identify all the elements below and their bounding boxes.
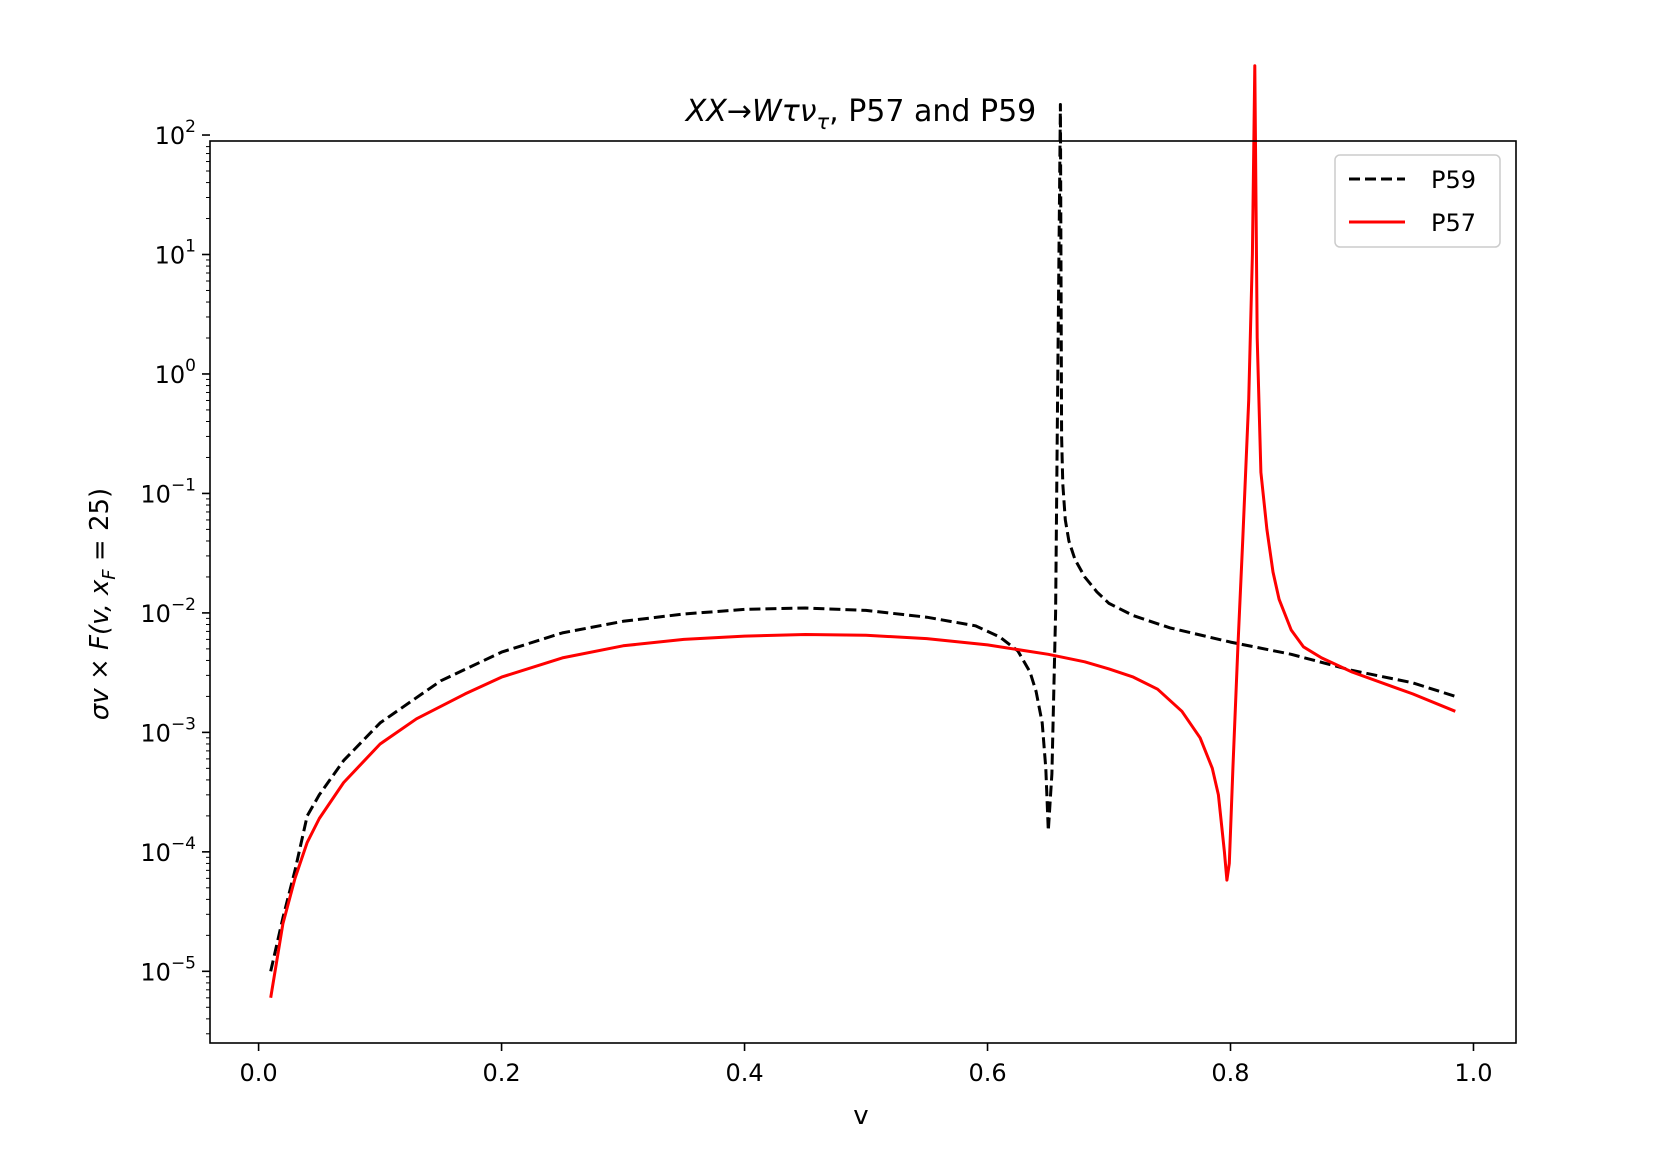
legend-label: P57: [1431, 209, 1476, 237]
series-line-p59: [269, 103, 1456, 972]
axes-frame: [209, 140, 1517, 1044]
series-line-p57: [269, 64, 1456, 999]
legend: P59 P57: [1334, 154, 1501, 248]
x-tick-label: 0.6: [968, 1059, 1006, 1087]
y-tick-label: 101: [155, 236, 196, 269]
chart-title: XX→Wτντ, P57 and P59: [684, 94, 1037, 134]
x-tick-label: 1.0: [1454, 1059, 1492, 1087]
x-tick-label: 0.8: [1211, 1059, 1249, 1087]
legend-label: P59: [1431, 166, 1476, 194]
y-tick-label: 10−1: [140, 475, 196, 508]
y-tick-label: 100: [155, 356, 196, 389]
legend-frame: [1334, 154, 1501, 248]
x-tick-label: 0.2: [482, 1059, 520, 1087]
y-axis-label: σv × F(v, xF = 25): [85, 488, 120, 720]
y-tick-label: 10−2: [140, 595, 196, 628]
y-tick-label: 10−4: [140, 834, 196, 867]
y-tick-label: 102: [155, 117, 196, 150]
x-tick-label: 0.0: [240, 1059, 278, 1087]
x-tick-label: 0.4: [725, 1059, 763, 1087]
x-axis-label: v: [853, 1101, 868, 1131]
y-tick-label: 10−5: [140, 953, 196, 986]
plot-area: 0.0 0.2 0.4 0.6 0.8 1.0 10−5 10−4 10−3 10−2 10−1 10…: [140, 64, 1517, 1087]
y-tick-label: 10−3: [140, 714, 196, 747]
